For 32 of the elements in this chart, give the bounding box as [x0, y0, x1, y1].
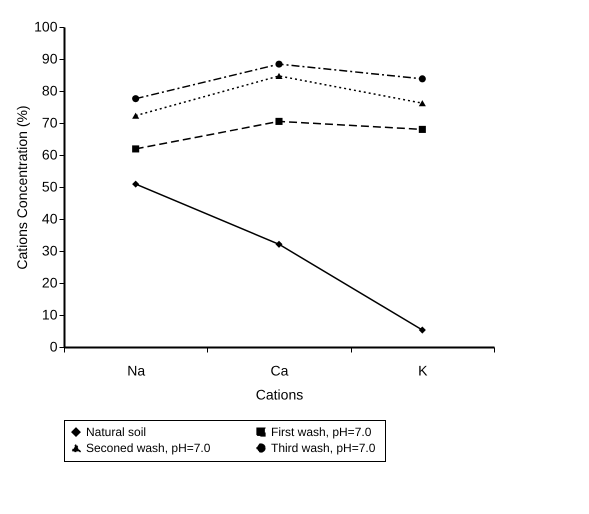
- point: [275, 60, 283, 68]
- point: [275, 72, 283, 80]
- legend-label: Natural soil: [86, 425, 146, 440]
- point: [275, 240, 283, 248]
- point: [275, 118, 283, 125]
- legend-label: First wash, pH=7.0: [271, 425, 372, 440]
- point: [418, 326, 426, 334]
- point: [132, 145, 140, 152]
- y-tick-label: 100: [34, 18, 58, 34]
- x-tick-label: Ca: [270, 362, 289, 378]
- y-tick-label: 30: [42, 242, 58, 258]
- y-tick-label: 80: [42, 82, 58, 98]
- x-tick-label: K: [418, 362, 428, 378]
- y-tick-label: 0: [50, 338, 58, 354]
- y-tick-label: 60: [42, 146, 58, 162]
- point: [418, 75, 426, 82]
- point: [132, 95, 140, 102]
- point: [132, 180, 140, 188]
- point: [418, 126, 426, 133]
- y-tick-label: 50: [42, 178, 58, 194]
- point: [132, 112, 140, 119]
- x-axis-title: Cations: [256, 386, 304, 402]
- y-axis-title: Cations Concentration (%): [14, 105, 30, 270]
- legend-label: Seconed wash, pH=7.0: [86, 441, 211, 455]
- legend-label: Third wash, pH=7.0: [271, 441, 376, 455]
- y-tick-label: 40: [42, 210, 58, 226]
- x-tick-label: Na: [127, 362, 146, 378]
- y-tick-label: 10: [42, 306, 58, 322]
- y-tick-label: 20: [42, 274, 58, 290]
- y-tick-label: 90: [42, 50, 58, 66]
- y-tick-label: 70: [42, 114, 58, 130]
- point: [418, 100, 426, 106]
